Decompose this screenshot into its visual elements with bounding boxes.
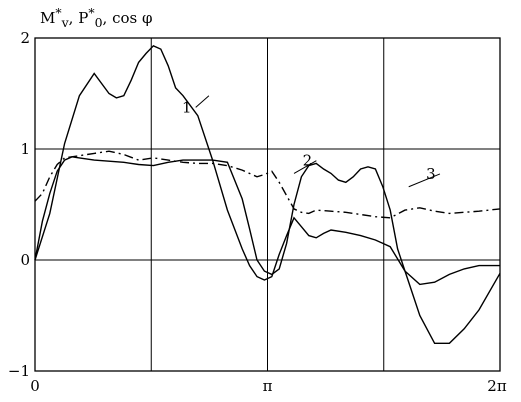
x-tick-label-0: 0 — [30, 377, 40, 395]
annotation-leader-1 — [195, 95, 210, 108]
y-tick-label-0: −1 — [8, 362, 30, 380]
series-line-1 — [34, 44, 501, 344]
annotation-label-1: 1 — [182, 98, 192, 116]
x-tick-label-1: π — [263, 377, 273, 395]
y-tick-label-2: 1 — [20, 140, 30, 158]
x-tick-label-2: 2π — [487, 377, 507, 395]
series-line-3 — [34, 156, 500, 286]
annotation-leader-2 — [293, 160, 317, 174]
y-tick-label-3: 2 — [20, 29, 30, 47]
annotation-leader-3 — [408, 173, 441, 188]
annotation-label-3: 3 — [426, 165, 436, 183]
chart-title: M*v, P*0, cos φ — [40, 5, 153, 30]
y-tick-label-1: 0 — [20, 251, 30, 269]
annotation-label-2: 2 — [303, 152, 313, 170]
series-line-2 — [34, 150, 501, 219]
